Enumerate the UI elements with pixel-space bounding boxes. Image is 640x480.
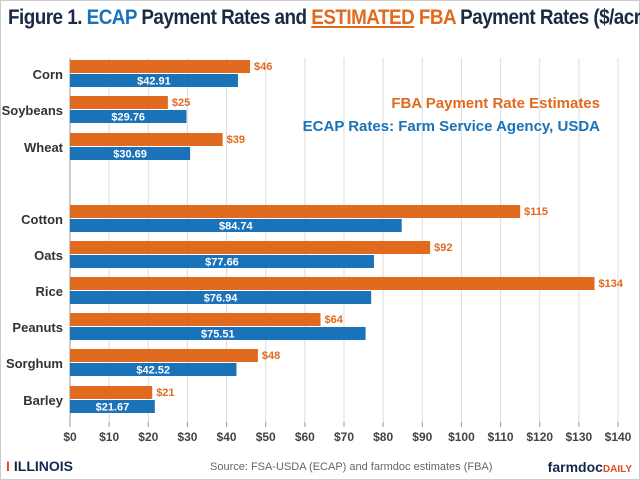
bar-fba xyxy=(70,205,521,218)
bar-ecap xyxy=(70,400,155,413)
value-label-fba: $134 xyxy=(599,278,624,290)
bar-ecap xyxy=(70,147,191,160)
value-label-fba: $21 xyxy=(156,387,174,399)
value-label-fba: $92 xyxy=(434,242,452,254)
category-label: Oats xyxy=(34,248,63,263)
x-tick-label: $30 xyxy=(177,430,197,444)
value-label-fba: $46 xyxy=(254,61,272,73)
category-label: Peanuts xyxy=(12,320,63,335)
bar-ecap xyxy=(70,327,366,340)
brand-sub: DAILY xyxy=(602,464,632,475)
category-label: Wheat xyxy=(24,140,64,155)
bar-ecap xyxy=(70,255,374,268)
bar-ecap xyxy=(70,74,238,87)
title-prefix: Figure 1. xyxy=(8,6,87,29)
bar-ecap xyxy=(70,219,402,232)
bar-fba xyxy=(70,386,153,399)
legend-ecap: ECAP Rates: Farm Service Agency, USDA xyxy=(303,118,601,135)
title-suffix: Payment Rates ($/acre) xyxy=(455,6,640,29)
value-label-ecap: $77.66 xyxy=(205,257,239,269)
bar-ecap xyxy=(70,363,237,376)
x-tick-label: $130 xyxy=(566,430,593,444)
title-fba: FBA xyxy=(414,6,456,29)
category-label: Cotton xyxy=(21,212,63,227)
title-mid: Payment Rates and xyxy=(136,6,312,29)
x-tick-label: $110 xyxy=(488,430,514,444)
x-tick-label: $20 xyxy=(138,430,158,444)
value-label-ecap: $42.91 xyxy=(137,76,171,88)
category-label: Sorghum xyxy=(6,356,63,371)
x-tick-label: $60 xyxy=(295,430,315,444)
value-label-ecap: $84.74 xyxy=(219,221,254,233)
value-label-fba: $64 xyxy=(325,314,344,326)
brand-main: farmdoc xyxy=(547,459,603,475)
value-label-ecap: $76.94 xyxy=(204,293,239,305)
category-label: Barley xyxy=(23,393,64,408)
x-tick-label: $70 xyxy=(334,430,354,444)
farmdoc-brand: farmdocDAILY xyxy=(548,459,632,475)
chart-title: Figure 1. ECAP Payment Rates and ESTIMAT… xyxy=(8,6,640,30)
title-ecap: ECAP xyxy=(86,6,138,29)
x-tick-label: $120 xyxy=(526,430,553,444)
x-tick-label: $10 xyxy=(99,430,119,444)
illinois-i-icon: I xyxy=(6,458,10,474)
x-tick-label: $50 xyxy=(256,430,276,444)
source-note: Source: FSA-USDA (ECAP) and farmdoc esti… xyxy=(210,461,493,473)
value-label-ecap: $30.69 xyxy=(113,149,147,161)
bar-fba xyxy=(70,96,168,109)
x-tick-label: $0 xyxy=(63,430,77,444)
value-label-ecap: $75.51 xyxy=(201,329,235,341)
x-tick-label: $90 xyxy=(412,430,432,444)
bar-ecap xyxy=(70,291,372,304)
value-label-fba: $48 xyxy=(262,350,280,362)
value-label-ecap: $21.67 xyxy=(96,402,130,414)
bar-fba xyxy=(70,313,321,326)
x-tick-label: $100 xyxy=(448,430,475,444)
bar-fba xyxy=(70,133,223,146)
value-label-fba: $115 xyxy=(524,206,548,218)
value-label-ecap: $29.76 xyxy=(111,112,145,124)
x-tick-label: $40 xyxy=(217,430,237,444)
legend-fba: FBA Payment Rate Estimates xyxy=(391,95,600,112)
bar-fba xyxy=(70,277,595,290)
value-label-ecap: $42.52 xyxy=(136,365,170,377)
bar-fba xyxy=(70,241,431,254)
x-tick-label: $140 xyxy=(605,430,632,444)
x-tick-label: $80 xyxy=(373,430,393,444)
value-label-fba: $39 xyxy=(227,134,245,146)
category-label: Corn xyxy=(33,67,63,82)
category-label: Soybeans xyxy=(2,103,63,118)
category-label: Rice xyxy=(36,284,63,299)
title-estimated: ESTIMATED xyxy=(311,6,415,29)
bar-fba xyxy=(70,349,258,362)
bar-ecap xyxy=(70,110,187,123)
bar-fba xyxy=(70,60,251,73)
illinois-logo: I ILLINOIS xyxy=(6,458,73,474)
value-label-fba: $25 xyxy=(172,97,190,109)
logo-text: ILLINOIS xyxy=(13,458,74,474)
